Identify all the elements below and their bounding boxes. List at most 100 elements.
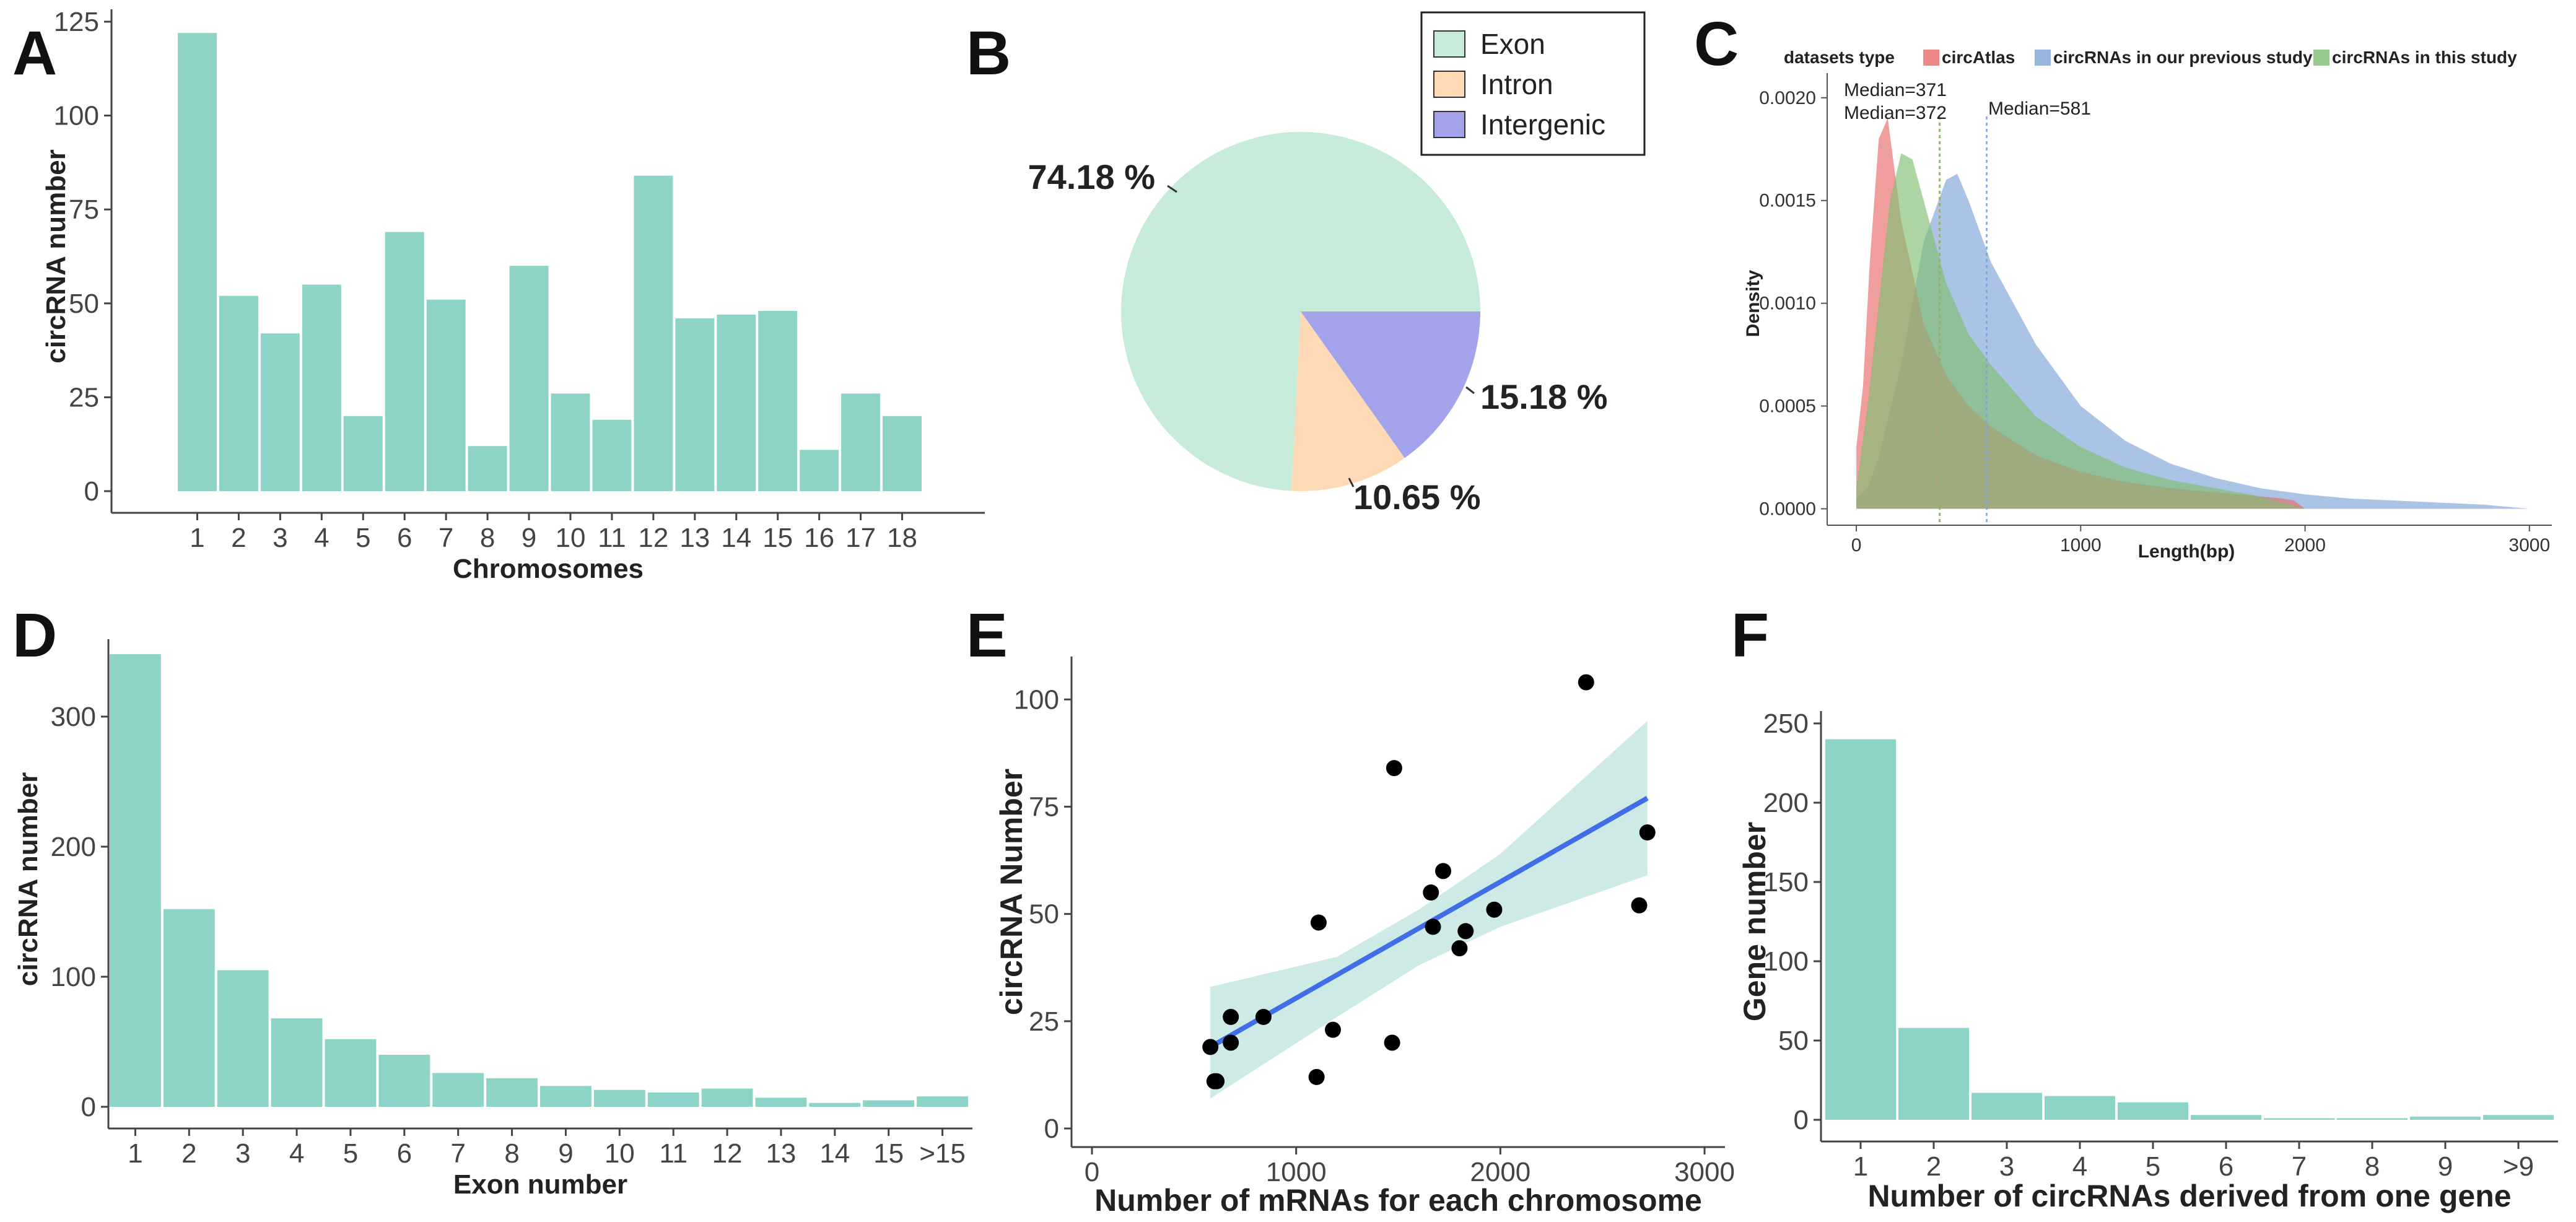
density-area [1856, 153, 2305, 509]
bar [701, 1088, 753, 1107]
bar [917, 1096, 968, 1107]
legend-label: Intergenic [1480, 108, 1605, 141]
bar [540, 1086, 592, 1107]
bar [2264, 1118, 2334, 1120]
x-axis-title: Chromosomes [453, 554, 644, 584]
bar [426, 299, 466, 491]
panel-label-e: E [966, 601, 1008, 670]
bar [755, 1098, 807, 1107]
bar [325, 1039, 377, 1107]
y-tick-label: 50 [1029, 899, 1059, 930]
leader-line [1348, 478, 1355, 487]
x-axis-title: Exon number [453, 1169, 627, 1200]
x-tick-label: 1000 [1266, 1157, 1327, 1187]
bar [758, 310, 798, 491]
x-tick-label: 11 [598, 523, 626, 553]
bar [2118, 1102, 2188, 1120]
x-tick-label: 1 [128, 1138, 142, 1169]
legend-label: Intron [1480, 68, 1553, 100]
x-tick-label: 13 [766, 1138, 796, 1169]
x-tick-label: 7 [2292, 1151, 2307, 1182]
bar [2337, 1118, 2408, 1120]
y-tick-label: 0.0000 [1759, 499, 1816, 519]
bar [800, 450, 839, 491]
y-tick-label: 75 [69, 194, 99, 225]
bar [432, 1073, 484, 1107]
y-axis-title: circRNA number [13, 772, 43, 987]
y-tick-label: 75 [1029, 792, 1059, 822]
bar [717, 314, 756, 491]
x-tick-label: 2000 [1470, 1157, 1530, 1187]
x-tick-label: >9 [2503, 1151, 2534, 1182]
x-tick-label: 13 [679, 523, 710, 553]
data-point [1425, 919, 1441, 935]
x-tick-label: 12 [638, 523, 668, 553]
bar [343, 416, 383, 491]
y-tick-label: 0.0015 [1759, 191, 1816, 211]
median-label: Median=371 [1844, 80, 1947, 100]
y-tick-label: 150 [1763, 867, 1809, 897]
y-tick-label: 250 [1763, 709, 1809, 739]
x-tick-label: 6 [2219, 1151, 2233, 1182]
x-axis-title: Number of mRNAs for each chromosome [1094, 1183, 1702, 1218]
y-tick-label: 25 [1029, 1006, 1059, 1037]
bar [219, 295, 258, 491]
bar [260, 333, 300, 491]
data-point [1202, 1039, 1219, 1055]
x-tick-label: 5 [2146, 1151, 2160, 1182]
x-tick-label: >15 [919, 1138, 966, 1169]
slice-label: 74.18 % [1028, 157, 1156, 196]
bar [302, 284, 341, 491]
bar [675, 318, 715, 491]
y-tick-label: 100 [54, 101, 99, 131]
slice-label: 10.65 % [1353, 478, 1481, 517]
x-tick-label: 16 [804, 523, 834, 553]
x-tick-label: 8 [480, 523, 495, 553]
panel-label-d: D [12, 601, 57, 670]
data-point [1639, 824, 1656, 841]
x-axis-title: Length(bp) [2138, 541, 2235, 562]
y-tick-label: 0.0020 [1759, 88, 1816, 108]
bar [593, 1089, 645, 1107]
x-tick-label: 2 [1926, 1151, 1941, 1182]
pie-slice [1121, 132, 1481, 491]
x-tick-label: 0 [1851, 535, 1862, 556]
data-point [1451, 940, 1468, 957]
y-tick-label: 100 [51, 962, 96, 992]
y-tick-label: 0 [81, 1092, 96, 1122]
legend-label: circRNAs in our previous study [2053, 48, 2313, 67]
x-tick-label: 2 [231, 523, 246, 553]
data-point [1631, 897, 1648, 914]
data-point [1208, 1073, 1225, 1089]
x-tick-label: 6 [397, 523, 412, 553]
y-tick-label: 125 [54, 7, 99, 37]
legend-swatch [2035, 50, 2051, 66]
bar [883, 416, 922, 491]
x-tick-label: 15 [762, 523, 793, 553]
x-tick-label: 2 [181, 1138, 196, 1169]
y-tick-label: 0 [84, 476, 99, 507]
legend-title: datasets type [1784, 48, 1895, 67]
y-tick-label: 200 [1763, 788, 1809, 818]
x-tick-label: 11 [659, 1138, 688, 1169]
x-tick-label: 15 [873, 1138, 904, 1169]
x-tick-label: 3000 [2508, 535, 2550, 556]
x-tick-label: 2000 [2284, 535, 2326, 556]
bar [385, 232, 424, 491]
bar [2483, 1115, 2554, 1120]
x-tick-label: 6 [397, 1138, 412, 1169]
legend-label: circAtlas [1942, 48, 2015, 67]
panel-c-density-chart: datasets type circAtlas circRNAs in our pr… [1743, 48, 2552, 562]
data-point [1578, 674, 1594, 691]
legend-label: circRNAs in this study [2332, 48, 2517, 67]
panel-label-c: C [1694, 9, 1739, 79]
bar [110, 654, 161, 1107]
x-tick-label: 7 [450, 1138, 465, 1169]
panel-e-scatter-chart: 0 1000 2000 3000 0 25 50 75 100 Number of mRNAs f… [994, 657, 1735, 1218]
bar [2045, 1096, 2115, 1120]
bar [271, 1018, 323, 1107]
bar [2191, 1115, 2261, 1120]
bar [1898, 1028, 1969, 1120]
